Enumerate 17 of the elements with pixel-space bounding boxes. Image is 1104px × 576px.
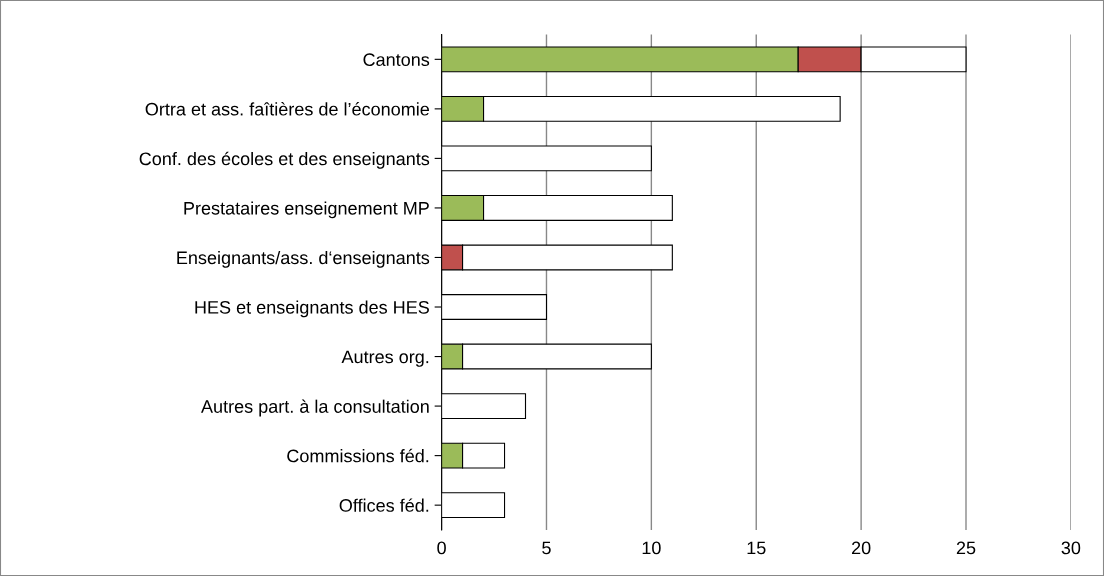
y-tick-label: Ortra et ass. faîtières de l’économie <box>145 102 430 116</box>
y-tick-label: Autres org. <box>341 350 429 367</box>
x-tick-label: 25 <box>956 541 976 555</box>
y-tick-label: Enseignants/ass. d‘enseignants <box>177 250 430 268</box>
y-tick-label: HES et enseignants des HES <box>195 300 429 318</box>
y-tick-label: Offices féd. <box>339 498 429 512</box>
y-tick-label: Prestataires enseignement MP <box>184 201 429 219</box>
y-tick-label: Cantons <box>363 53 430 67</box>
y-tick-label: Conf. des écoles et des enseignants <box>139 151 430 169</box>
x-tick-label: 10 <box>642 541 661 555</box>
x-tick-label: 20 <box>851 541 871 555</box>
x-tick-label: 5 <box>542 541 551 555</box>
x-tick-label: 0 <box>437 541 446 555</box>
y-tick-label: Autres part. à la consultation <box>201 399 429 417</box>
x-tick-label: 30 <box>1061 541 1081 555</box>
y-tick-label: Commissions féd. <box>287 448 429 463</box>
x-tick-label: 15 <box>747 541 766 555</box>
